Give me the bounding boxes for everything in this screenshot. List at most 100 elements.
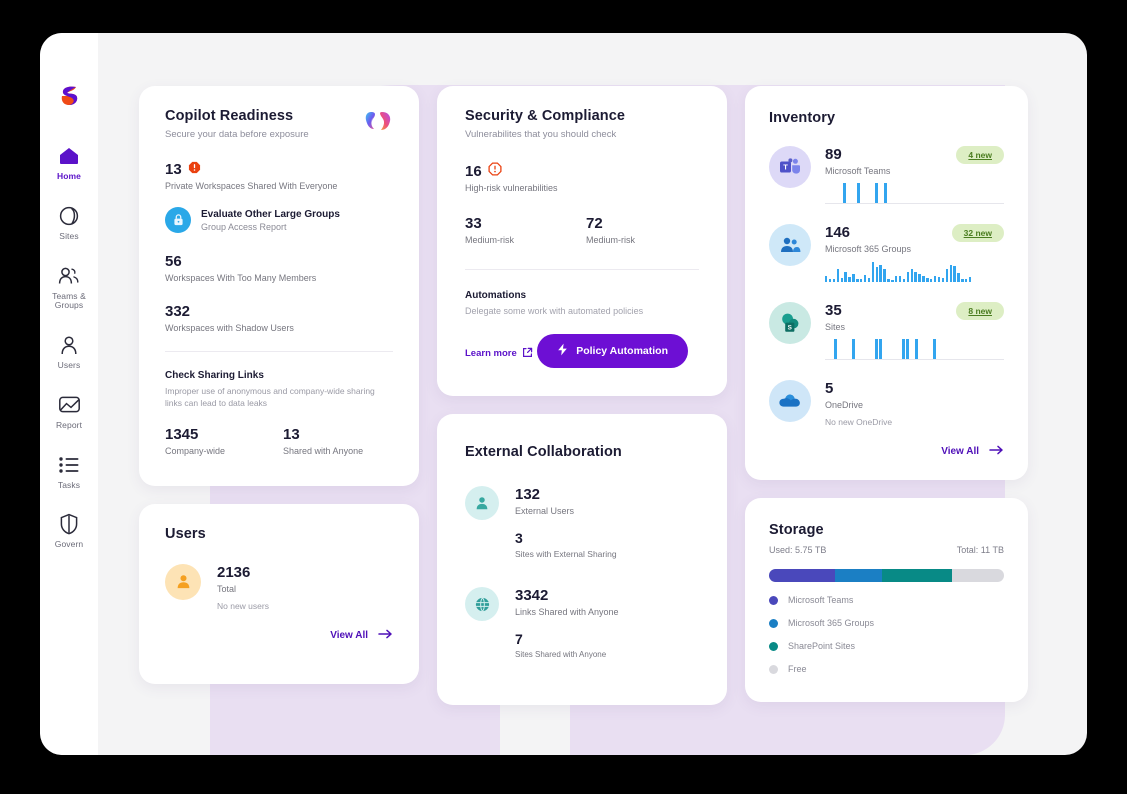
users-total-label: Total <box>217 583 237 594</box>
policy-automation-button[interactable]: Policy Automation <box>537 334 688 369</box>
microsoft-teams-icon: T <box>769 146 811 188</box>
sidebar-item-teams-groups[interactable]: Teams & Groups <box>40 264 98 312</box>
lock-icon <box>165 207 191 233</box>
stat-label: Sites with External Sharing <box>515 549 617 560</box>
sparkline-bar <box>933 275 937 282</box>
inventory-label: Microsoft 365 Groups <box>825 244 912 254</box>
sparkline-bar <box>856 278 859 282</box>
new-badge[interactable]: 4 new <box>956 146 1004 164</box>
brand-logo-icon[interactable] <box>56 83 82 114</box>
sidebar-item-home[interactable]: Home <box>40 144 98 182</box>
sparkline-bar <box>910 268 913 282</box>
sidebar-item-govern[interactable]: Govern <box>40 512 98 550</box>
person-icon <box>465 486 499 521</box>
stat-label: Workspaces with Shadow Users <box>165 323 294 333</box>
storage-bar <box>769 569 1004 582</box>
sparkline-bar <box>832 278 836 282</box>
inventory-row-sites[interactable]: S 35 Sites 8 new <box>769 302 1004 360</box>
sidebar-item-report[interactable]: Report <box>40 393 98 431</box>
evaluate-large-groups-row[interactable]: Evaluate Other Large Groups Group Access… <box>165 207 393 233</box>
sparkline-bar <box>930 278 933 282</box>
external-collaboration-card: External Collaboration 132 External User… <box>437 414 727 706</box>
view-all-label: View All <box>330 629 368 641</box>
sparkline-bar <box>883 183 887 203</box>
storage-total-label: Total: 11 TB <box>956 545 1004 555</box>
sparkline-bar <box>915 339 918 359</box>
svg-text:T: T <box>783 163 788 172</box>
card-subtitle: Secure your data before exposure <box>165 129 309 140</box>
medium-risk-stat: 72 Medium-risk <box>586 215 635 245</box>
sparkline-bar <box>883 268 886 282</box>
sparkline-bar <box>825 275 828 282</box>
column-right: Inventory T <box>745 86 1028 755</box>
sparkline-bar <box>968 277 972 282</box>
sidebar-item-label: Home <box>56 171 82 181</box>
sparkline-bar <box>852 273 855 282</box>
security-compliance-card: Security & Compliance Vulnerabilites tha… <box>437 86 727 397</box>
inventory-row-teams[interactable]: T 89 Microsoft Teams 4 new <box>769 146 1004 204</box>
microsoft-365-groups-icon <box>769 224 811 266</box>
sidebar-item-tasks[interactable]: Tasks <box>40 453 98 491</box>
legend-dot-icon <box>769 618 778 628</box>
stat-label: Private Workspaces Shared With Everyone <box>165 181 338 191</box>
storage-segment <box>952 569 1004 582</box>
sparkline-bar <box>863 275 867 282</box>
sparkline-bar <box>895 275 898 282</box>
sidebar-item-sites[interactable]: Sites <box>40 204 98 242</box>
users-card: Users 2136 Total No new users <box>139 503 419 684</box>
sidebar-item-label: Users <box>57 360 81 371</box>
column-left: Copilot Readiness Secure your data befor… <box>139 86 419 755</box>
sharing-desc: Improper use of anonymous and company-wi… <box>165 386 375 409</box>
inventory-value: 35 <box>825 302 842 319</box>
card-subtitle: Vulnerabilites that you should check <box>465 129 617 140</box>
sidebar-item-label: Tasks <box>57 479 81 490</box>
sidebar-item-label: Sites <box>59 230 79 241</box>
tasks-icon <box>58 453 80 477</box>
sidebar-item-label: Govern <box>54 539 84 550</box>
app-window: Home Sites Teams & Groups <box>40 33 1087 755</box>
users-note: No new users <box>217 600 269 611</box>
inventory-label: Sites <box>825 322 846 332</box>
legend-dot-icon <box>769 664 778 674</box>
sparkline-bar <box>961 278 964 282</box>
svg-text:S: S <box>788 324 793 331</box>
learn-more-link[interactable]: Learn more <box>465 347 533 361</box>
legend-dot-icon <box>769 595 778 605</box>
automations-desc: Delegate some work with automated polici… <box>465 306 644 316</box>
sparkline-bar <box>918 274 921 282</box>
view-all-label: View All <box>941 446 979 457</box>
sidebar-item-users[interactable]: Users <box>40 333 98 371</box>
sparkline-bar <box>875 266 878 282</box>
legend-dot-icon <box>769 641 778 651</box>
row-title: Evaluate Other Large Groups <box>201 208 340 220</box>
inventory-row-onedrive[interactable]: 5 OneDrive No new OneDrive <box>769 380 1004 427</box>
globe-icon <box>465 587 499 622</box>
stat-value: 1345 <box>165 425 199 443</box>
external-users-group: 132 External Users 3 Sites with External… <box>465 486 699 559</box>
external-sub-stat: 3 Sites with External Sharing <box>515 530 617 559</box>
lightning-icon <box>557 343 568 359</box>
sparkline-bar <box>852 339 855 359</box>
inventory-view-all-link[interactable]: View All <box>769 445 1004 458</box>
new-badge[interactable]: 32 new <box>951 224 1004 242</box>
users-icon <box>59 333 79 357</box>
stat-value: 7 <box>515 631 523 648</box>
sparkline-bar <box>922 276 925 282</box>
divider <box>465 269 699 270</box>
sparkline-bar <box>906 271 910 282</box>
card-title: Users <box>165 525 206 542</box>
sparkline-bar <box>901 339 905 359</box>
new-badge[interactable]: 8 new <box>956 302 1004 320</box>
card-title: Copilot Readiness <box>165 108 294 124</box>
column-middle: Security & Compliance Vulnerabilites tha… <box>437 86 727 755</box>
sparkline-sites <box>825 339 1004 360</box>
inventory-row-m365-groups[interactable]: 146 Microsoft 365 Groups 32 new <box>769 224 1004 282</box>
sparkline-bar <box>957 273 960 282</box>
medium-risk-stat: 33 Medium-risk <box>465 215 514 245</box>
users-view-all-link[interactable]: View All <box>165 629 393 642</box>
copilot-icon <box>363 106 393 141</box>
sparkline-bar <box>891 279 894 282</box>
home-icon <box>58 144 80 168</box>
card-title: Inventory <box>769 110 836 126</box>
storage-segment <box>834 569 882 582</box>
